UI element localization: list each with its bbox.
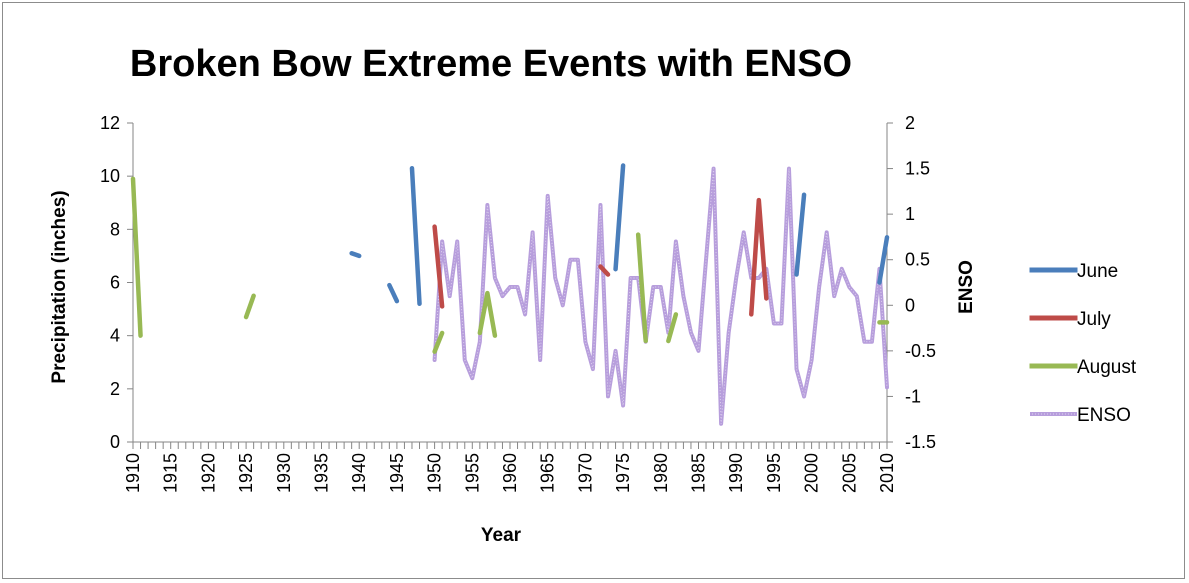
august-segment [130,176,143,338]
x-tick-label: 1975 [613,453,633,493]
june-segment [794,192,807,277]
august-segment [243,293,256,320]
august-segment [432,330,445,354]
x-tick-label: 1925 [236,453,256,493]
y-tick-label: 4 [110,326,120,346]
y-tick-label: 10 [100,166,120,186]
x-tick-label: 1935 [312,453,332,493]
y2-tick-label: -0.5 [905,341,936,361]
y-axis-title: Precipitation (inches) [49,190,70,383]
june-segment [877,235,890,285]
enso-line [432,166,889,426]
june-segment [349,251,362,259]
august-segment [635,232,648,344]
x-tick-label: 1930 [274,453,294,493]
x-tick-label: 2000 [802,453,822,493]
y-tick-label: 2 [110,379,120,399]
x-tick-label: 1990 [726,453,746,493]
x-axis-title: Year [481,525,522,546]
july-segment [432,224,445,309]
enso-series [432,166,889,426]
y2-tick-label: -1.5 [905,432,936,452]
y-tick-label: 12 [100,113,120,133]
y2-axis-title: ENSO [956,260,977,314]
x-tick-label: 1915 [161,453,181,493]
x-tick-label: 2010 [877,453,897,493]
july-segment [598,264,611,277]
axes: 0 2 4 6 8 10 12 -1.5 -1 -0.5 0 0.5 1 1.5 2 1910 1915 1920… [100,113,936,493]
july-segment [749,197,769,317]
y2-tick-label: 1.5 [905,159,930,179]
x-tick-label: 1955 [462,453,482,493]
legend-label-enso: ENSO [1077,405,1131,426]
y2-tick-label: 2 [905,113,915,133]
event-series [130,163,890,354]
x-tick-label: 1945 [387,453,407,493]
x-tick-label: 1980 [651,453,671,493]
june-segment [387,282,400,304]
x-tick-label: 1985 [689,453,709,493]
chart-title: Broken Bow Extreme Events with ENSO [130,43,852,85]
legend: June July August ENSO [1029,261,1137,426]
y-tick-label: 0 [110,432,120,452]
x-tick-label: 1940 [349,453,369,493]
june-segment [409,165,422,307]
x-tick-label: 2005 [839,453,859,493]
y2-tick-label: 1 [905,204,915,224]
y-tick-label: 6 [110,273,120,293]
june-segment [613,163,626,272]
legend-label-june: June [1077,261,1118,282]
legend-label-july: July [1077,309,1111,330]
x-tick-label: 1970 [575,453,595,493]
x-tick-label: 1965 [538,453,558,493]
august-segment [666,312,679,344]
x-tick-label: 1960 [500,453,520,493]
x-tick-label: 1950 [425,453,445,493]
y2-tick-label: 0.5 [905,250,930,270]
chart-canvas: Broken Bow Extreme Events with ENSO 0 2 4 6… [49,43,1137,546]
y-tick-label: 8 [110,219,120,239]
august-segment [477,290,498,338]
legend-label-august: August [1077,357,1137,378]
y2-tick-label: 0 [905,295,915,315]
x-tick-label: 1920 [198,453,218,493]
x-tick-label: 1910 [123,453,143,493]
y2-tick-label: -1 [905,386,921,406]
x-tick-label: 1995 [764,453,784,493]
